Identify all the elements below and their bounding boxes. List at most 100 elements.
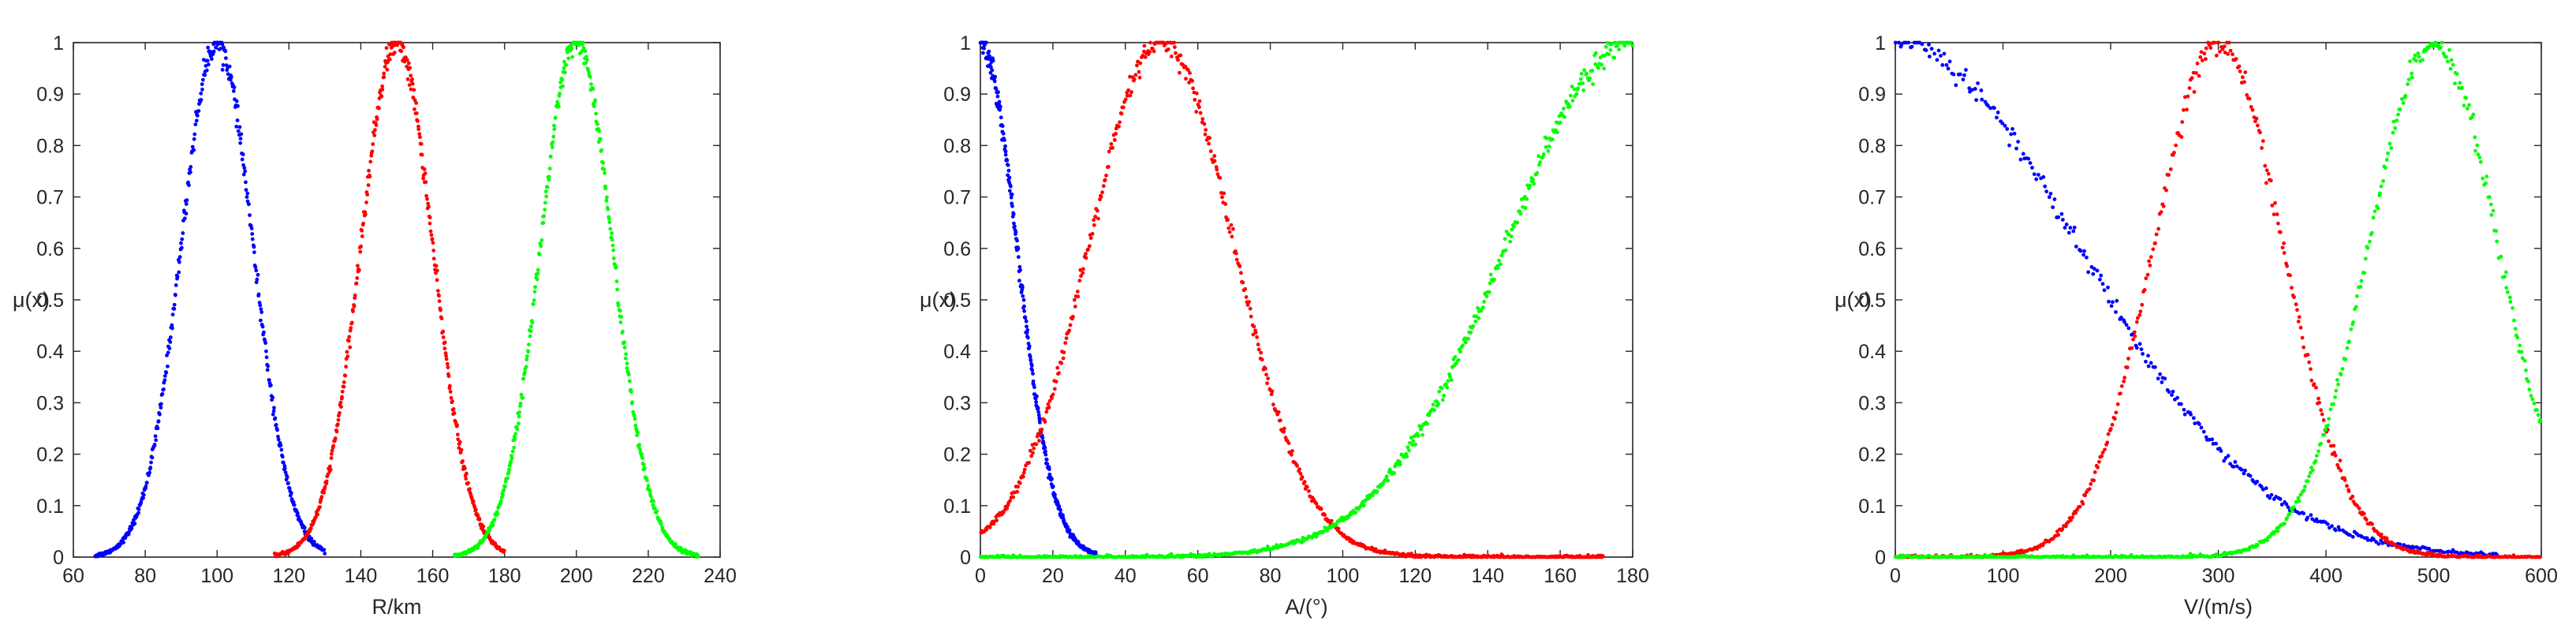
data-point <box>2520 356 2525 361</box>
data-point <box>2350 494 2355 499</box>
data-point <box>1567 104 1572 109</box>
data-point <box>2327 439 2331 443</box>
data-point <box>569 47 574 51</box>
data-point <box>1023 316 1028 320</box>
data-point <box>1265 381 1269 386</box>
data-point <box>1051 484 1055 488</box>
data-point <box>1015 489 1020 494</box>
data-point <box>2317 449 2320 454</box>
data-point <box>1047 398 1052 403</box>
data-point <box>1386 478 1391 483</box>
data-point <box>435 278 439 282</box>
data-point <box>234 99 239 103</box>
data-point <box>471 499 476 503</box>
data-point <box>1036 432 1040 436</box>
data-point <box>622 340 627 345</box>
data-point <box>175 275 180 279</box>
data-point <box>1111 145 1114 150</box>
y-tick-label: 0.1 <box>943 496 971 518</box>
data-point <box>2365 538 2370 542</box>
y-axis-label: μ(x) <box>920 288 957 312</box>
data-point <box>1055 365 1060 370</box>
data-point <box>2010 126 2014 131</box>
data-point <box>2195 62 2200 65</box>
data-point <box>992 79 997 84</box>
data-point <box>500 493 505 498</box>
data-point <box>254 280 259 285</box>
data-point <box>2041 541 2046 546</box>
data-point <box>1256 342 1260 346</box>
data-point <box>1361 503 1366 508</box>
data-point <box>1016 255 1021 260</box>
data-point <box>551 134 556 139</box>
data-point <box>275 428 280 432</box>
data-point <box>442 346 447 351</box>
data-point <box>2130 346 2134 350</box>
data-point <box>1054 380 1058 383</box>
data-point <box>2309 367 2313 372</box>
data-point <box>601 160 606 165</box>
data-point <box>2297 315 2302 320</box>
data-point <box>2198 55 2203 59</box>
data-point <box>2078 249 2083 253</box>
data-point <box>1617 47 1622 52</box>
data-point <box>1570 84 1574 89</box>
data-point <box>1148 40 1152 45</box>
data-point <box>552 123 556 128</box>
data-point <box>2085 255 2089 260</box>
data-point <box>473 507 478 512</box>
data-point <box>2133 334 2137 339</box>
data-point <box>990 68 995 73</box>
data-point <box>382 75 386 79</box>
data-point <box>192 148 196 152</box>
data-point <box>1245 303 1250 307</box>
x-tick-label: 0 <box>1890 565 1901 587</box>
data-point <box>535 277 539 282</box>
data-point <box>2491 208 2496 213</box>
data-point <box>643 466 647 470</box>
data-point <box>2138 309 2143 314</box>
data-point <box>614 265 618 269</box>
data-point <box>282 466 287 471</box>
data-point <box>655 509 659 514</box>
data-point <box>1231 226 1235 231</box>
data-point <box>1577 81 1581 86</box>
data-point <box>2278 497 2283 501</box>
data-point <box>1176 58 1180 62</box>
data-point <box>2160 380 2164 384</box>
data-point <box>2074 511 2078 515</box>
data-point <box>558 92 562 96</box>
data-point <box>345 354 350 359</box>
data-point <box>2222 44 2227 49</box>
data-point <box>524 365 528 369</box>
data-point <box>1197 105 1201 110</box>
data-point <box>2481 176 2485 181</box>
data-point <box>2147 259 2152 264</box>
data-point <box>2197 73 2201 78</box>
data-point <box>1936 48 1941 53</box>
data-point <box>1034 442 1039 447</box>
data-point <box>2333 453 2338 458</box>
data-point <box>449 395 454 400</box>
data-point <box>1241 280 1245 285</box>
data-point <box>2132 330 2137 335</box>
data-point <box>401 45 406 50</box>
data-point <box>2082 249 2086 253</box>
data-point <box>2187 86 2192 91</box>
data-point <box>2488 202 2493 207</box>
data-point <box>2119 383 2124 388</box>
data-point <box>1562 114 1566 119</box>
chart-panel-velocity: 0 100 200 300 400 500 600 0 0.1 0.2 0.3 0.4 0.5 0.6 0.… <box>1835 32 2558 619</box>
data-point <box>2146 364 2151 369</box>
data-point <box>2175 395 2179 400</box>
data-point <box>363 212 368 217</box>
data-point <box>1578 77 1583 81</box>
data-point <box>379 94 384 99</box>
data-point <box>2332 451 2337 455</box>
data-point <box>1118 120 1122 125</box>
data-point <box>318 505 322 510</box>
data-point <box>545 185 550 189</box>
data-point <box>492 518 497 522</box>
data-point <box>1413 442 1418 447</box>
data-point <box>209 57 214 62</box>
